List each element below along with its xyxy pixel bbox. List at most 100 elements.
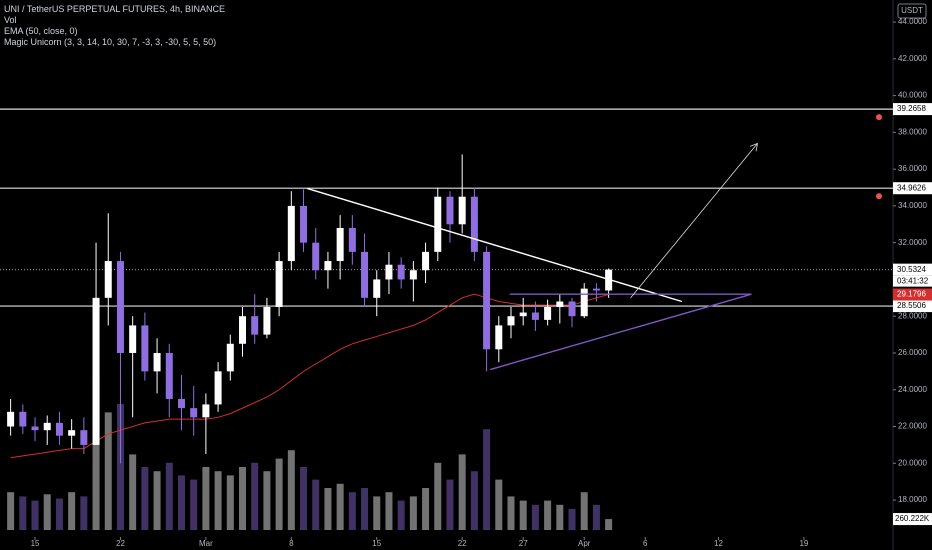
candle-body — [251, 316, 259, 335]
indicator[interactable]: Vol — [4, 15, 17, 25]
arrow-head — [749, 143, 758, 147]
y-tick-label: 40.0000 — [898, 91, 927, 100]
candle-body — [287, 205, 295, 262]
volume-bar — [202, 467, 210, 530]
volume-bar — [300, 467, 308, 530]
candle-body — [397, 264, 405, 280]
candle-body — [263, 307, 271, 335]
ema-label: 29.1796 — [897, 290, 926, 299]
volume-bar — [592, 504, 600, 530]
volume-bar — [43, 494, 51, 530]
candle-body — [324, 261, 332, 271]
volume-bar — [470, 471, 478, 530]
y-tick-label: 22.0000 — [898, 422, 927, 431]
volume-bar — [385, 492, 393, 530]
candle-body — [55, 422, 63, 436]
candle-body — [116, 261, 124, 353]
ema-line — [10, 293, 609, 459]
ema-label-box — [893, 288, 932, 301]
candle-body — [336, 227, 344, 262]
volume-bar — [409, 496, 417, 530]
candle-body — [239, 316, 247, 344]
volume-bar — [422, 488, 430, 530]
volume-bar — [92, 378, 100, 530]
y-tick-label: 42.0000 — [898, 54, 927, 63]
level-label: 39.2658 — [897, 104, 926, 113]
candle-body — [458, 196, 466, 225]
x-tick-label: Apr — [578, 539, 591, 548]
arrow — [630, 143, 758, 299]
volume-bar — [446, 479, 454, 530]
volume-bar — [434, 462, 442, 530]
volume-bar — [397, 500, 405, 530]
candle-body — [507, 316, 515, 326]
volume-bar — [31, 500, 39, 530]
candle-body — [483, 251, 491, 350]
candle-body — [202, 404, 210, 418]
volume-bar — [19, 496, 27, 530]
volume-bar — [239, 467, 247, 530]
candle-body — [43, 422, 51, 431]
x-tick-label: 12 — [714, 539, 723, 548]
candle-body — [580, 288, 588, 317]
volume-bar — [129, 454, 137, 530]
candle-body — [177, 398, 185, 409]
candle-body — [92, 297, 100, 445]
candle-body — [409, 270, 417, 280]
volume-bar — [373, 496, 381, 530]
last-price-label-box — [893, 263, 932, 276]
currency-box — [897, 3, 927, 19]
indicator[interactable]: Magic Unicorn (3, 3, 14, 10, 30, 7, -3, … — [4, 37, 217, 47]
candle-body — [19, 411, 27, 427]
volume-bar — [519, 500, 527, 530]
x-tick-label: 27 — [519, 539, 528, 548]
countdown: 03:41:32 — [897, 276, 929, 285]
countdown-box — [893, 275, 932, 287]
candle-body — [592, 288, 600, 291]
candle-body — [556, 301, 564, 308]
y-tick-label: 20.0000 — [898, 458, 927, 467]
volume-bar — [165, 462, 173, 530]
level-label: 28.5506 — [897, 301, 926, 310]
alert-marker — [876, 114, 882, 121]
candle-body — [275, 261, 283, 308]
volume-bar — [275, 458, 283, 530]
volume-bar — [226, 475, 234, 530]
volume-bar — [458, 454, 466, 530]
candle-body — [568, 301, 576, 317]
volume-bar — [483, 429, 491, 530]
candle-body — [190, 408, 198, 418]
volume-bar — [580, 492, 588, 530]
trendline — [306, 187, 683, 303]
volume-bar — [177, 475, 185, 530]
alert-marker — [876, 193, 882, 200]
volume-bar — [348, 492, 356, 530]
candle-body — [165, 352, 173, 399]
y-tick-label: 26.0000 — [898, 348, 927, 357]
volume-bar — [214, 471, 222, 530]
x-tick-label: 19 — [799, 539, 808, 548]
volume-bar — [116, 404, 124, 530]
volume-bar — [544, 500, 552, 530]
y-tick-label: 44.0000 — [898, 17, 927, 26]
indicator[interactable]: EMA (50, close, 0) — [4, 26, 78, 36]
volume-bar — [336, 483, 344, 530]
symbol-title[interactable]: UNI / TetherUS PERPETUAL FUTURES, 4h, BI… — [4, 4, 226, 14]
level-label-box — [893, 103, 932, 116]
candle-body — [470, 196, 478, 252]
candle-body — [80, 430, 88, 445]
x-tick-label: 15 — [372, 539, 381, 548]
candle-body — [446, 196, 454, 225]
volume-bar — [153, 471, 161, 530]
volume-bar — [556, 504, 564, 530]
candle-body — [544, 307, 552, 320]
x-tick-label: 15 — [31, 539, 40, 548]
trendline — [490, 293, 752, 371]
candle-body — [31, 426, 39, 431]
candle-body — [214, 371, 222, 405]
volume-bar — [55, 498, 63, 530]
volume-label-box — [893, 513, 932, 526]
candle-body — [531, 312, 539, 320]
